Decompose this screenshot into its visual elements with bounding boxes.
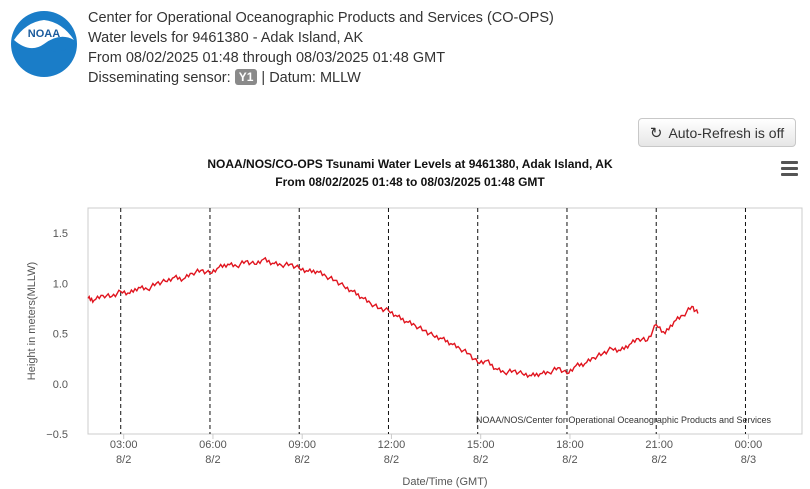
- x-axis: 03:00 8/2 06:00 8/2 09:00 8/2 12:00 8/2 15:00 8/2…: [110, 434, 762, 466]
- y-tick-label: 0.5: [53, 329, 68, 341]
- auto-refresh-label: Auto-Refresh is off: [668, 124, 785, 141]
- org-name: Center for Operational Oceanographic Pro…: [88, 10, 554, 26]
- x-tick-time: 06:00: [199, 439, 227, 451]
- water-level-line: [87, 256, 699, 379]
- x-tick-date: 8/2: [205, 454, 220, 466]
- date-range: From 08/02/2025 01:48 through 08/03/2025…: [88, 50, 446, 66]
- x-tick-date: 8/2: [295, 454, 310, 466]
- chart-title: NOAA/NOS/CO-OPS Tsunami Water Levels at …: [207, 157, 613, 171]
- x-tick-date: 8/2: [384, 454, 399, 466]
- x-tick-time: 21:00: [645, 439, 673, 451]
- chart-credit: NOAA/NOS/Center for Operational Oceanogr…: [476, 415, 772, 425]
- refresh-icon: ↻: [649, 124, 663, 142]
- logo-bird: [14, 20, 74, 49]
- x-tick-time: 09:00: [288, 439, 316, 451]
- x-tick-time: 03:00: [110, 439, 138, 451]
- y-axis: −0.5 0.0 0.5 1.0 1.5: [46, 228, 68, 441]
- page-header: NOAA Center for Operational Oceanographi…: [8, 6, 808, 96]
- x-tick-date: 8/3: [741, 454, 756, 466]
- sensor-label: Disseminating sensor:: [88, 70, 231, 86]
- y-tick-label: 1.0: [53, 278, 68, 290]
- hamburger-menu-icon[interactable]: [781, 161, 798, 176]
- vertical-markers: [120, 208, 746, 434]
- datum-label: | Datum: MLLW: [261, 70, 361, 86]
- x-tick-date: 8/2: [473, 454, 488, 466]
- y-tick-label: 0.0: [53, 379, 68, 391]
- chart-subtitle: From 08/02/2025 01:48 to 08/03/2025 01:4…: [275, 175, 545, 189]
- x-axis-label: Date/Time (GMT): [402, 476, 487, 488]
- x-tick-time: 00:00: [735, 439, 763, 451]
- plot-area: [87, 207, 803, 435]
- y-axis-label: Height in meters(MLLW): [26, 262, 38, 380]
- station-name: Water levels for 9461380 - Adak Island, …: [88, 30, 364, 46]
- auto-refresh-button[interactable]: ↻ Auto-Refresh is off: [638, 118, 796, 147]
- x-tick-date: 8/2: [652, 454, 667, 466]
- sensor-badge: Y1: [234, 69, 258, 85]
- x-tick-date: 8/2: [562, 454, 577, 466]
- x-tick-date: 8/2: [116, 454, 131, 466]
- sensor-line: Disseminating sensor: Y1 | Datum: MLLW: [88, 68, 554, 88]
- station-info: Center for Operational Oceanographic Pro…: [88, 8, 554, 88]
- y-tick-label: −0.5: [46, 429, 68, 441]
- y-tick-label: 1.5: [53, 228, 68, 240]
- chart-title-block: NOAA/NOS/CO-OPS Tsunami Water Levels at …: [90, 155, 730, 191]
- x-tick-time: 15:00: [467, 439, 495, 451]
- x-tick-time: 12:00: [378, 439, 406, 451]
- x-tick-time: 18:00: [556, 439, 584, 451]
- noaa-logo: NOAA: [11, 11, 77, 77]
- logo-text: NOAA: [28, 28, 60, 40]
